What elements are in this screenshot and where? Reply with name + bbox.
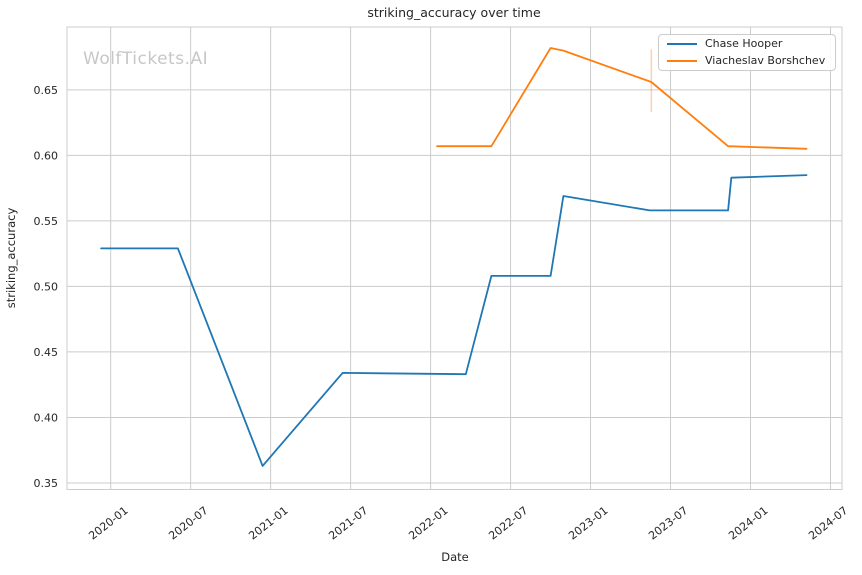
y-tick-label-0.65: 0.65 bbox=[34, 84, 59, 97]
tick-labels: 2020-01 2020-07 2021-01 2021-07 2022-01 2022-… bbox=[34, 84, 851, 543]
plot-border bbox=[66, 26, 843, 490]
y-tick-label-0.45: 0.45 bbox=[34, 346, 59, 359]
legend: Chase Hooper Viacheslav Borshchev bbox=[658, 34, 836, 71]
y-axis-label: striking_accuracy bbox=[4, 208, 18, 309]
legend-entry-chase-hooper: Chase Hooper bbox=[667, 37, 827, 51]
x-tick-label-2020-01: 2020-01 bbox=[86, 504, 130, 543]
x-axis-label: Date bbox=[441, 550, 469, 564]
series-layer bbox=[100, 47, 808, 467]
y-tick-label-0.50: 0.50 bbox=[34, 280, 59, 293]
x-tick-label-2020-07: 2020-07 bbox=[166, 504, 210, 543]
x-tick-label-2023-01: 2023-01 bbox=[566, 504, 610, 543]
chart-title: striking_accuracy over time bbox=[367, 5, 541, 20]
y-grid bbox=[67, 89, 842, 484]
x-tick-label-2022-07: 2022-07 bbox=[486, 504, 530, 543]
series-line-viacheslav-borshchev bbox=[436, 47, 808, 150]
legend-label: Viacheslav Borshchev bbox=[705, 54, 826, 67]
x-tick-label-2021-07: 2021-07 bbox=[326, 504, 370, 543]
x-tick-label-2022-01: 2022-01 bbox=[406, 504, 450, 543]
x-tick-label-2024-01: 2024-01 bbox=[726, 504, 770, 543]
x-grid bbox=[110, 27, 831, 490]
legend-line-swatch-blue bbox=[667, 43, 697, 45]
watermark: WolfTickets.AI bbox=[83, 49, 208, 69]
legend-entry-viacheslav-borshchev: Viacheslav Borshchev bbox=[667, 54, 827, 68]
y-tick-label-0.55: 0.55 bbox=[34, 215, 59, 228]
y-tick-label-0.60: 0.60 bbox=[34, 149, 59, 162]
legend-label: Chase Hooper bbox=[705, 37, 783, 50]
x-tick-label-2024-07: 2024-07 bbox=[806, 504, 850, 543]
legend-line-swatch-orange bbox=[667, 60, 697, 62]
series-line-chase-hooper bbox=[100, 174, 808, 467]
x-tick-label-2023-07: 2023-07 bbox=[646, 504, 690, 543]
y-tick-label-0.40: 0.40 bbox=[34, 411, 59, 424]
y-tick-label-0.35: 0.35 bbox=[34, 477, 59, 490]
x-tick-label-2021-01: 2021-01 bbox=[246, 504, 290, 543]
